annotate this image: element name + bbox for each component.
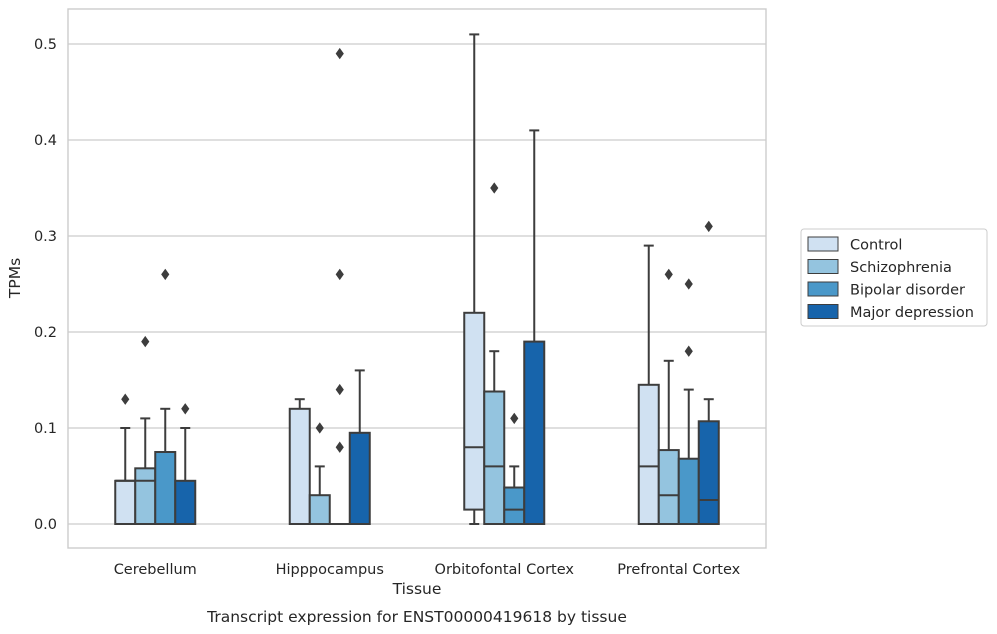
box-body [523,340,546,525]
box [483,182,506,525]
outlier-point [335,47,344,60]
box [114,393,137,525]
x-tick-label: Prefrontal Cortex [617,562,740,578]
outlier-point [684,278,693,290]
plot-frame [67,8,767,549]
box-body [134,467,157,526]
y-tick-label: 0.0 [34,517,57,533]
outlier-point [335,441,344,453]
legend: Control Schizophrenia Bipolar disorder Majo… [800,228,988,327]
box [697,220,720,525]
box [503,412,526,525]
x-tick-label: Orbitofontal Cortex [435,562,575,578]
legend-swatch [807,259,839,274]
legend-label: Major depression [850,305,974,321]
box [154,268,177,525]
outlier-point [510,412,519,425]
box-body [657,449,680,525]
y-tick-label: 0.4 [34,133,57,149]
box-body [677,457,700,525]
box-series-layer [114,33,720,526]
legend-label: Control [850,238,902,254]
box [677,278,700,525]
y-tick-label: 0.1 [34,421,57,437]
legend-frame [800,228,988,327]
box-body [288,407,311,525]
box [463,33,486,525]
box-body [483,390,506,525]
box-body [308,494,331,526]
outlier-point [664,268,673,281]
box-body [697,420,720,525]
x-axis-ticks: Cerebellum Hipppocampus Orbitofontal Corte… [114,562,741,578]
box [657,268,680,525]
outlier-point [181,403,190,415]
outlier-point [684,345,693,357]
x-axis-label: Tissue [392,580,442,598]
y-tick-label: 0.5 [34,37,57,53]
outlier-point [335,268,344,281]
y-tick-label: 0.3 [34,229,57,245]
legend-swatch [807,304,839,319]
box [328,47,351,526]
box-body [348,431,371,525]
legend-swatch [807,236,839,252]
chart-caption: Transcript expression for ENST0000041961… [206,608,627,626]
legend-swatch [807,281,839,297]
box [308,422,331,526]
legend-label: Bipolar disorder [850,283,965,299]
y-axis-ticks: 0.0 0.1 0.2 0.3 0.4 0.5 [34,37,57,533]
x-tick-label: Hipppocampus [276,562,384,578]
box-body [154,451,177,525]
x-tick-label: Cerebellum [114,562,197,578]
box-body [463,311,486,511]
box-body [637,383,660,525]
outlier-point [335,383,344,396]
outlier-point [161,268,170,281]
outlier-point [121,393,130,405]
box [134,335,157,526]
outlier-point [704,220,713,233]
outlier-point [141,335,150,348]
y-tick-label: 0.2 [34,325,57,341]
box-body [174,479,197,525]
outlier-point [490,182,499,194]
box [288,398,311,525]
box [523,129,546,525]
y-axis-label: TPMs [6,258,24,299]
box-body [503,486,526,525]
box [174,403,197,525]
legend-label: Schizophrenia [850,260,952,276]
box [348,369,371,525]
box [637,244,660,525]
box-body [114,479,137,525]
outlier-point [315,422,324,434]
